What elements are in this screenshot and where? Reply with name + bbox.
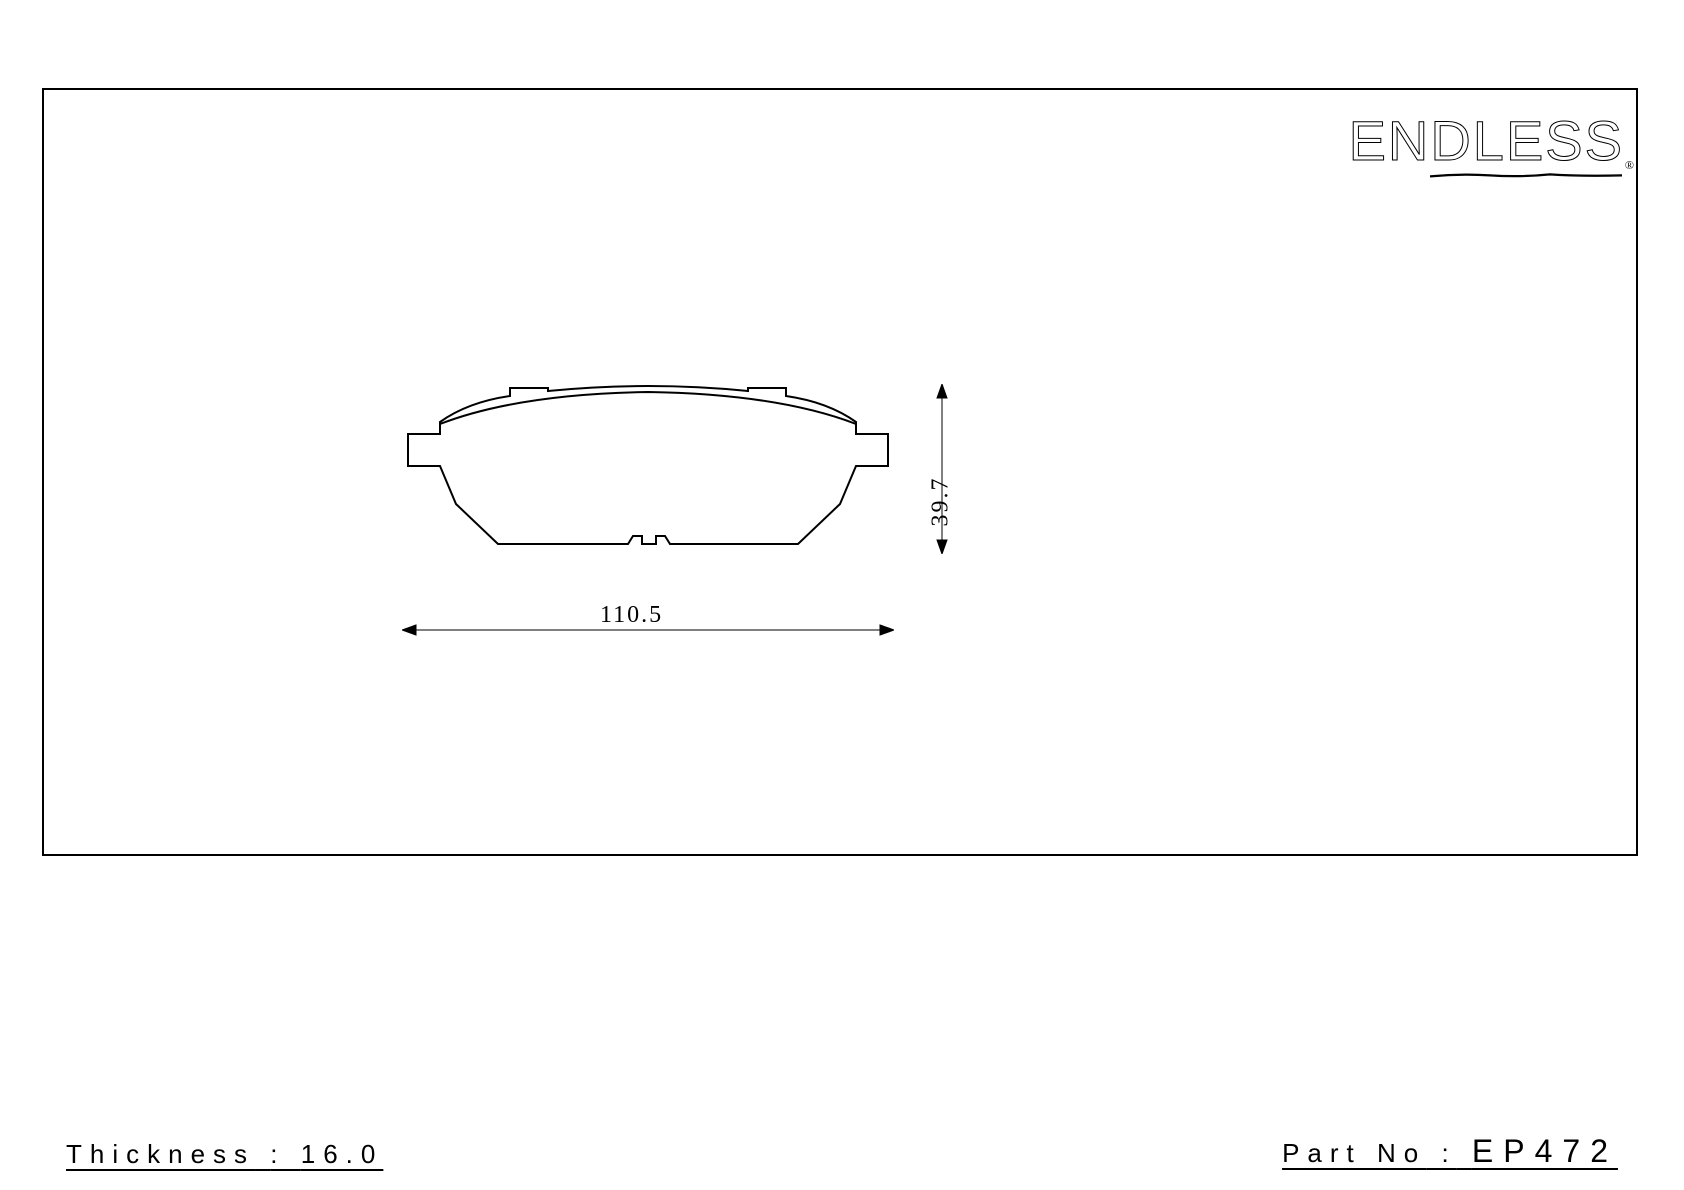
thickness-value: 16.0 (301, 1139, 384, 1169)
brake-pad-outline (398, 384, 898, 564)
thickness-label-text: Thickness (66, 1139, 255, 1169)
partno-separator: : (1441, 1138, 1456, 1168)
thickness-label: Thickness : 16.0 (66, 1139, 383, 1170)
thickness-separator: : (270, 1139, 285, 1169)
partno-label-text: Part No (1282, 1138, 1426, 1168)
logo-underline (1430, 172, 1622, 178)
endless-logo: ENDLESS (1349, 108, 1624, 173)
height-dimension-arrow (934, 384, 950, 554)
registered-mark: ® (1625, 158, 1634, 173)
width-dimension-arrow (402, 622, 894, 638)
part-number-label: Part No : EP472 (1282, 1133, 1618, 1170)
partno-value: EP472 (1472, 1133, 1618, 1169)
